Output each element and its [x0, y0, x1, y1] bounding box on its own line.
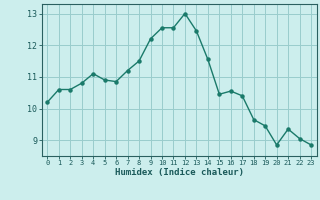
- X-axis label: Humidex (Indice chaleur): Humidex (Indice chaleur): [115, 168, 244, 177]
